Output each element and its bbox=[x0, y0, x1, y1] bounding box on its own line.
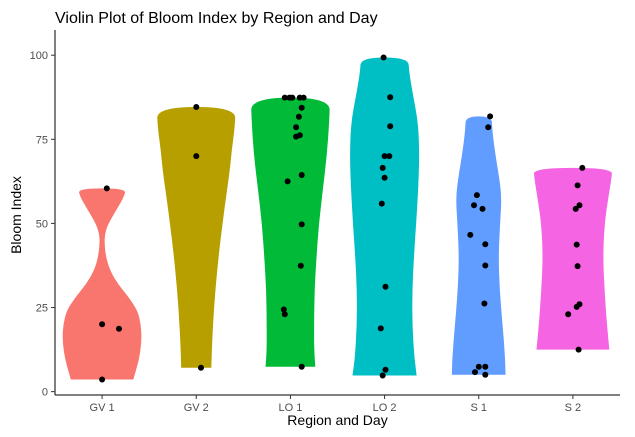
data-point bbox=[381, 174, 388, 181]
data-point bbox=[472, 369, 478, 376]
data-point bbox=[293, 133, 300, 140]
data-point bbox=[193, 153, 200, 160]
data-point bbox=[573, 303, 580, 310]
x-tick-label: LO 2 bbox=[373, 402, 397, 414]
data-point bbox=[379, 164, 386, 171]
data-point bbox=[574, 263, 581, 270]
data-point bbox=[377, 325, 384, 332]
data-point bbox=[482, 241, 489, 248]
violin-gv-2 bbox=[157, 107, 236, 368]
data-point bbox=[298, 221, 305, 228]
violin-s-2 bbox=[533, 167, 612, 350]
chart-title: Violin Plot of Bloom Index by Region and… bbox=[55, 10, 378, 27]
data-point bbox=[300, 94, 307, 101]
plot-area bbox=[62, 54, 612, 383]
data-point bbox=[198, 364, 204, 371]
data-point bbox=[574, 182, 581, 189]
data-point bbox=[487, 113, 494, 120]
data-point bbox=[482, 262, 489, 269]
violin-lo-1 bbox=[251, 97, 330, 367]
data-point bbox=[475, 363, 482, 370]
data-point bbox=[471, 202, 477, 209]
y-axis-title: Bloom Index bbox=[8, 176, 24, 254]
y-tick-label: 25 bbox=[36, 303, 48, 315]
data-point bbox=[467, 231, 474, 238]
data-point bbox=[380, 54, 387, 61]
data-point bbox=[99, 376, 106, 383]
data-point bbox=[298, 172, 305, 178]
axes: 0 25 50 75 100 GV 1 GV 2 LO 1 LO 2 S 1 S 2 bbox=[30, 30, 620, 414]
data-point bbox=[572, 205, 579, 212]
data-point bbox=[565, 311, 572, 318]
data-point bbox=[576, 202, 583, 209]
data-point bbox=[479, 205, 486, 212]
violin-gv-1 bbox=[62, 188, 142, 380]
data-point bbox=[284, 178, 291, 185]
data-point bbox=[298, 104, 305, 111]
data-point bbox=[382, 283, 389, 290]
data-point bbox=[485, 124, 492, 131]
x-tick-label: S 1 bbox=[470, 402, 487, 414]
data-point bbox=[298, 363, 305, 370]
violin-s-1 bbox=[451, 116, 506, 375]
data-point bbox=[99, 321, 106, 328]
data-point bbox=[473, 192, 480, 199]
data-point bbox=[575, 346, 582, 353]
data-point bbox=[193, 104, 200, 110]
x-axis-title: Region and Day bbox=[287, 412, 387, 428]
data-point bbox=[281, 311, 288, 318]
data-point bbox=[286, 94, 293, 101]
y-tick-label: 0 bbox=[42, 387, 48, 399]
x-tick-label: GV 2 bbox=[184, 402, 209, 414]
x-tick-label: LO 1 bbox=[278, 402, 302, 414]
y-tick-label: 50 bbox=[36, 218, 48, 230]
x-tick-label: GV 1 bbox=[90, 402, 115, 414]
data-point bbox=[116, 325, 122, 332]
data-point bbox=[482, 363, 489, 370]
violin-lo-2 bbox=[350, 57, 420, 376]
data-point bbox=[378, 200, 385, 207]
data-point bbox=[482, 371, 489, 378]
data-point bbox=[103, 185, 110, 192]
data-point bbox=[381, 153, 388, 160]
data-point bbox=[481, 300, 488, 307]
data-point bbox=[293, 124, 300, 131]
data-point bbox=[281, 94, 288, 101]
data-point bbox=[382, 366, 389, 373]
data-point bbox=[573, 241, 580, 248]
y-tick-label: 75 bbox=[36, 134, 48, 146]
y-tick-label: 100 bbox=[30, 50, 48, 62]
data-point bbox=[297, 262, 304, 269]
data-point bbox=[295, 113, 302, 120]
data-point bbox=[280, 306, 287, 313]
data-point bbox=[387, 123, 394, 130]
data-point bbox=[379, 372, 386, 379]
data-point bbox=[579, 164, 586, 171]
data-point bbox=[386, 153, 393, 160]
data-point bbox=[387, 94, 394, 101]
x-tick-label: S 2 bbox=[565, 402, 582, 414]
